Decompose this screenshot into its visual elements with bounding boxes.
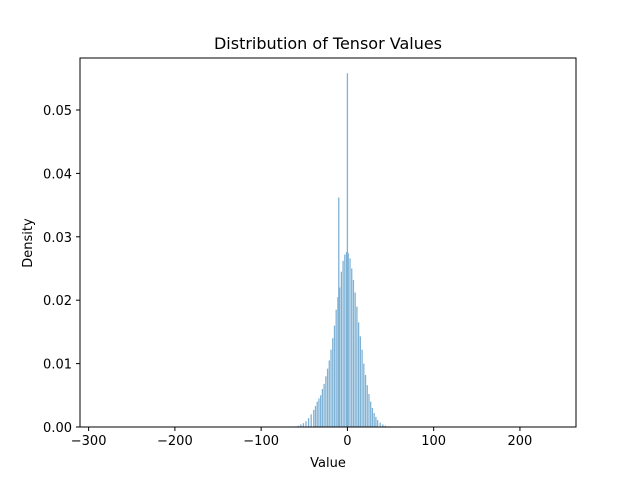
histogram-bar: [370, 401, 372, 427]
histogram-bar: [339, 287, 341, 427]
histogram-bar: [346, 73, 349, 427]
histogram-bar: [316, 401, 318, 427]
histogram-bar: [314, 406, 317, 427]
x-tick-label: 100: [421, 434, 446, 449]
histogram-bar: [351, 268, 353, 427]
x-axis-ticks: −300 −200 −100 0 100 200: [71, 427, 533, 449]
histogram-bar: [357, 322, 360, 427]
x-tick-label: −300: [71, 434, 107, 449]
y-axis-label: Density: [21, 218, 36, 268]
histogram-bar: [361, 349, 363, 427]
x-axis-label: Value: [310, 456, 346, 471]
x-tick-label: 200: [508, 434, 533, 449]
histogram-bar: [368, 394, 370, 427]
histogram-bars: [295, 73, 393, 427]
histogram-bar: [326, 368, 329, 427]
histogram-bar: [320, 395, 322, 427]
y-axis-ticks: 0.00 0.01 0.02 0.03 0.04 0.05: [43, 104, 80, 436]
y-tick-label: 0.02: [43, 294, 72, 309]
histogram-bar: [352, 279, 355, 427]
plot-frame: [79, 57, 577, 428]
y-tick-label: 0.03: [43, 231, 72, 246]
histogram-bar: [333, 325, 336, 427]
histogram-bar: [354, 292, 356, 427]
histogram-bar: [323, 383, 325, 427]
histogram-bar: [328, 360, 330, 427]
histogram-bar: [307, 418, 310, 427]
histogram-bar: [359, 336, 361, 427]
x-tick-label: −200: [157, 434, 193, 449]
histogram-bar: [300, 424, 302, 427]
histogram-bar: [338, 197, 340, 427]
histogram-bar: [335, 309, 337, 427]
histogram-bar: [376, 420, 379, 427]
y-tick-label: 0.04: [43, 167, 72, 182]
histogram-bar: [382, 424, 384, 427]
histogram-bar: [325, 376, 327, 427]
histogram-bar: [340, 271, 343, 427]
histogram-bar: [321, 388, 324, 427]
histogram-bar: [371, 407, 374, 427]
histogram-bar: [373, 413, 375, 427]
histogram-bar: [342, 260, 344, 427]
histogram-bar: [297, 425, 299, 427]
histogram-bar: [344, 254, 346, 427]
histogram-bar: [384, 425, 387, 427]
histogram-bar: [337, 297, 339, 427]
x-tick-label: −100: [243, 434, 279, 449]
histogram-bar: [356, 306, 358, 427]
y-tick-label: 0.00: [43, 421, 72, 436]
histogram-bar: [379, 422, 381, 427]
histogram-bar: [363, 363, 365, 427]
x-tick-label: 0: [343, 434, 351, 449]
histogram-bar: [366, 385, 368, 427]
histogram-bar: [310, 414, 312, 427]
histogram-bar: [318, 398, 320, 427]
histogram-bar: [332, 338, 334, 427]
y-tick-label: 0.01: [43, 358, 72, 373]
histogram-bar: [349, 258, 351, 427]
histogram-bar: [302, 423, 305, 427]
histogram-bar: [345, 252, 348, 427]
histogram-bar: [364, 375, 367, 427]
histogram-bar: [375, 416, 377, 427]
histogram-bar: [347, 253, 349, 427]
chart-title: Distribution of Tensor Values: [214, 34, 442, 53]
histogram-bar: [305, 421, 307, 427]
histogram-bar: [330, 349, 332, 427]
histogram-bar: [313, 409, 315, 427]
y-tick-label: 0.05: [43, 104, 72, 119]
